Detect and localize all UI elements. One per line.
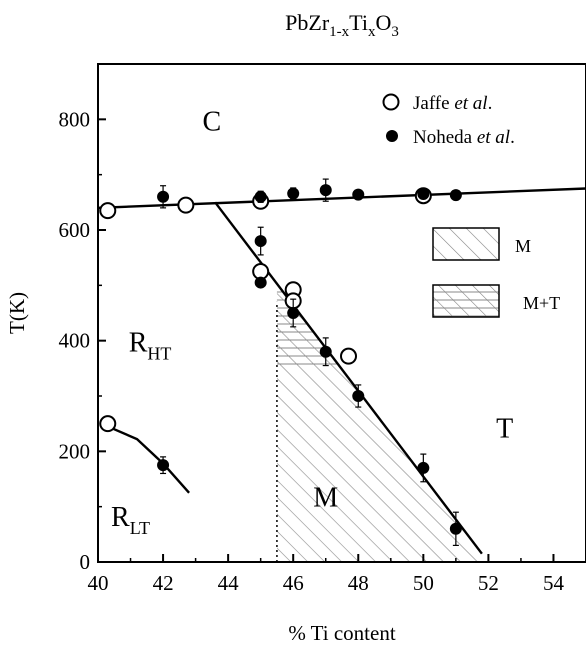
region-label-t: T	[496, 414, 513, 445]
region-label-r-lt: RLT	[111, 502, 150, 538]
filled-circle-point	[287, 307, 300, 319]
plot-frame	[97, 63, 586, 563]
data-markers	[99, 178, 462, 547]
open-circle-point	[99, 415, 117, 433]
T-M-boundary	[214, 201, 483, 555]
y-axis-label: T(K)	[5, 292, 29, 334]
chart-title: PbZr1-xTixO3	[285, 10, 399, 40]
filled-circle-point	[417, 461, 430, 474]
filled-circle-point	[287, 187, 300, 200]
x-tick-label: 52	[478, 571, 499, 595]
filled-circle-point	[254, 235, 267, 248]
region-label-m: M	[313, 483, 338, 514]
hatch-legend-box-mt	[432, 284, 500, 318]
filled-circle-point	[157, 459, 170, 472]
y-tick-label: 600	[59, 218, 91, 242]
filled-circle-point	[319, 345, 332, 358]
C-boundary	[98, 187, 586, 210]
legend-marker-filled	[386, 130, 398, 142]
x-tick-label: 46	[283, 571, 304, 595]
open-circle-point	[340, 347, 358, 365]
hatch-legend-label-m: M	[515, 236, 531, 256]
region-label-r-ht: RHT	[129, 328, 172, 364]
R-boundary	[107, 425, 190, 494]
axis-ticks: 40 42 44 46 48 50 52 54 0 200 400 600 800	[59, 107, 565, 595]
region-label-c: C	[203, 106, 222, 137]
x-tick-label: 44	[218, 571, 240, 595]
x-tick-label: 48	[348, 571, 369, 595]
hatch-legend-box-m	[432, 227, 500, 261]
open-circle-point	[177, 196, 195, 214]
x-axis-label: % Ti content	[288, 621, 396, 645]
filled-circle-point	[417, 188, 430, 201]
x-tick-label: 50	[413, 571, 434, 595]
legend-label-noheda: Noheda et al.	[413, 127, 515, 148]
legend-marker-open	[382, 93, 400, 111]
legend-label-jaffe: Jaffe et al.	[413, 93, 492, 114]
hatch-legend-label-mt: M+T	[523, 293, 560, 313]
y-tick-label: 800	[59, 107, 91, 131]
filled-circle-point	[254, 276, 267, 289]
x-tick-label: 40	[88, 571, 109, 595]
filled-circle-point	[254, 190, 267, 203]
filled-circle-point	[319, 184, 332, 197]
filled-circle-point	[352, 390, 365, 402]
filled-circle-point	[352, 188, 365, 201]
filled-circle-point	[157, 190, 170, 203]
y-tick-label: 200	[59, 439, 91, 463]
legend: Jaffe et al. Noheda et al. M M+T	[382, 93, 560, 318]
y-tick-label: 0	[80, 550, 91, 574]
y-tick-label: 400	[59, 329, 91, 353]
filled-circle-point	[449, 522, 462, 535]
x-tick-label: 42	[153, 571, 174, 595]
filled-circle-point	[449, 189, 462, 202]
open-circle-point	[99, 202, 117, 220]
x-tick-label: 54	[543, 571, 565, 595]
